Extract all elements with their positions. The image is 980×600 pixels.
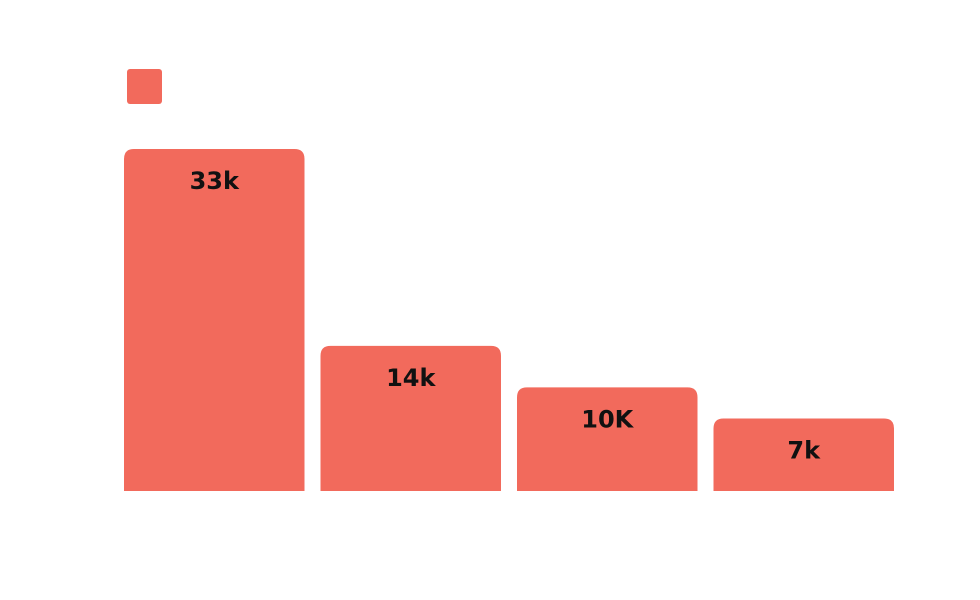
data-labels-group: 33k 14k 10K 7k [190, 167, 822, 464]
data-label-3: 10K [581, 405, 634, 433]
data-label-2: 14k [386, 364, 436, 392]
data-label-4: 7k [787, 436, 821, 464]
data-label-1: 33k [190, 167, 240, 195]
bar-3 [517, 387, 698, 491]
bar-2 [320, 345, 501, 491]
legend [127, 69, 162, 104]
legend-swatch [127, 69, 162, 104]
bar-4 [713, 418, 894, 491]
bar-1 [124, 149, 305, 491]
bars-group [124, 149, 894, 491]
